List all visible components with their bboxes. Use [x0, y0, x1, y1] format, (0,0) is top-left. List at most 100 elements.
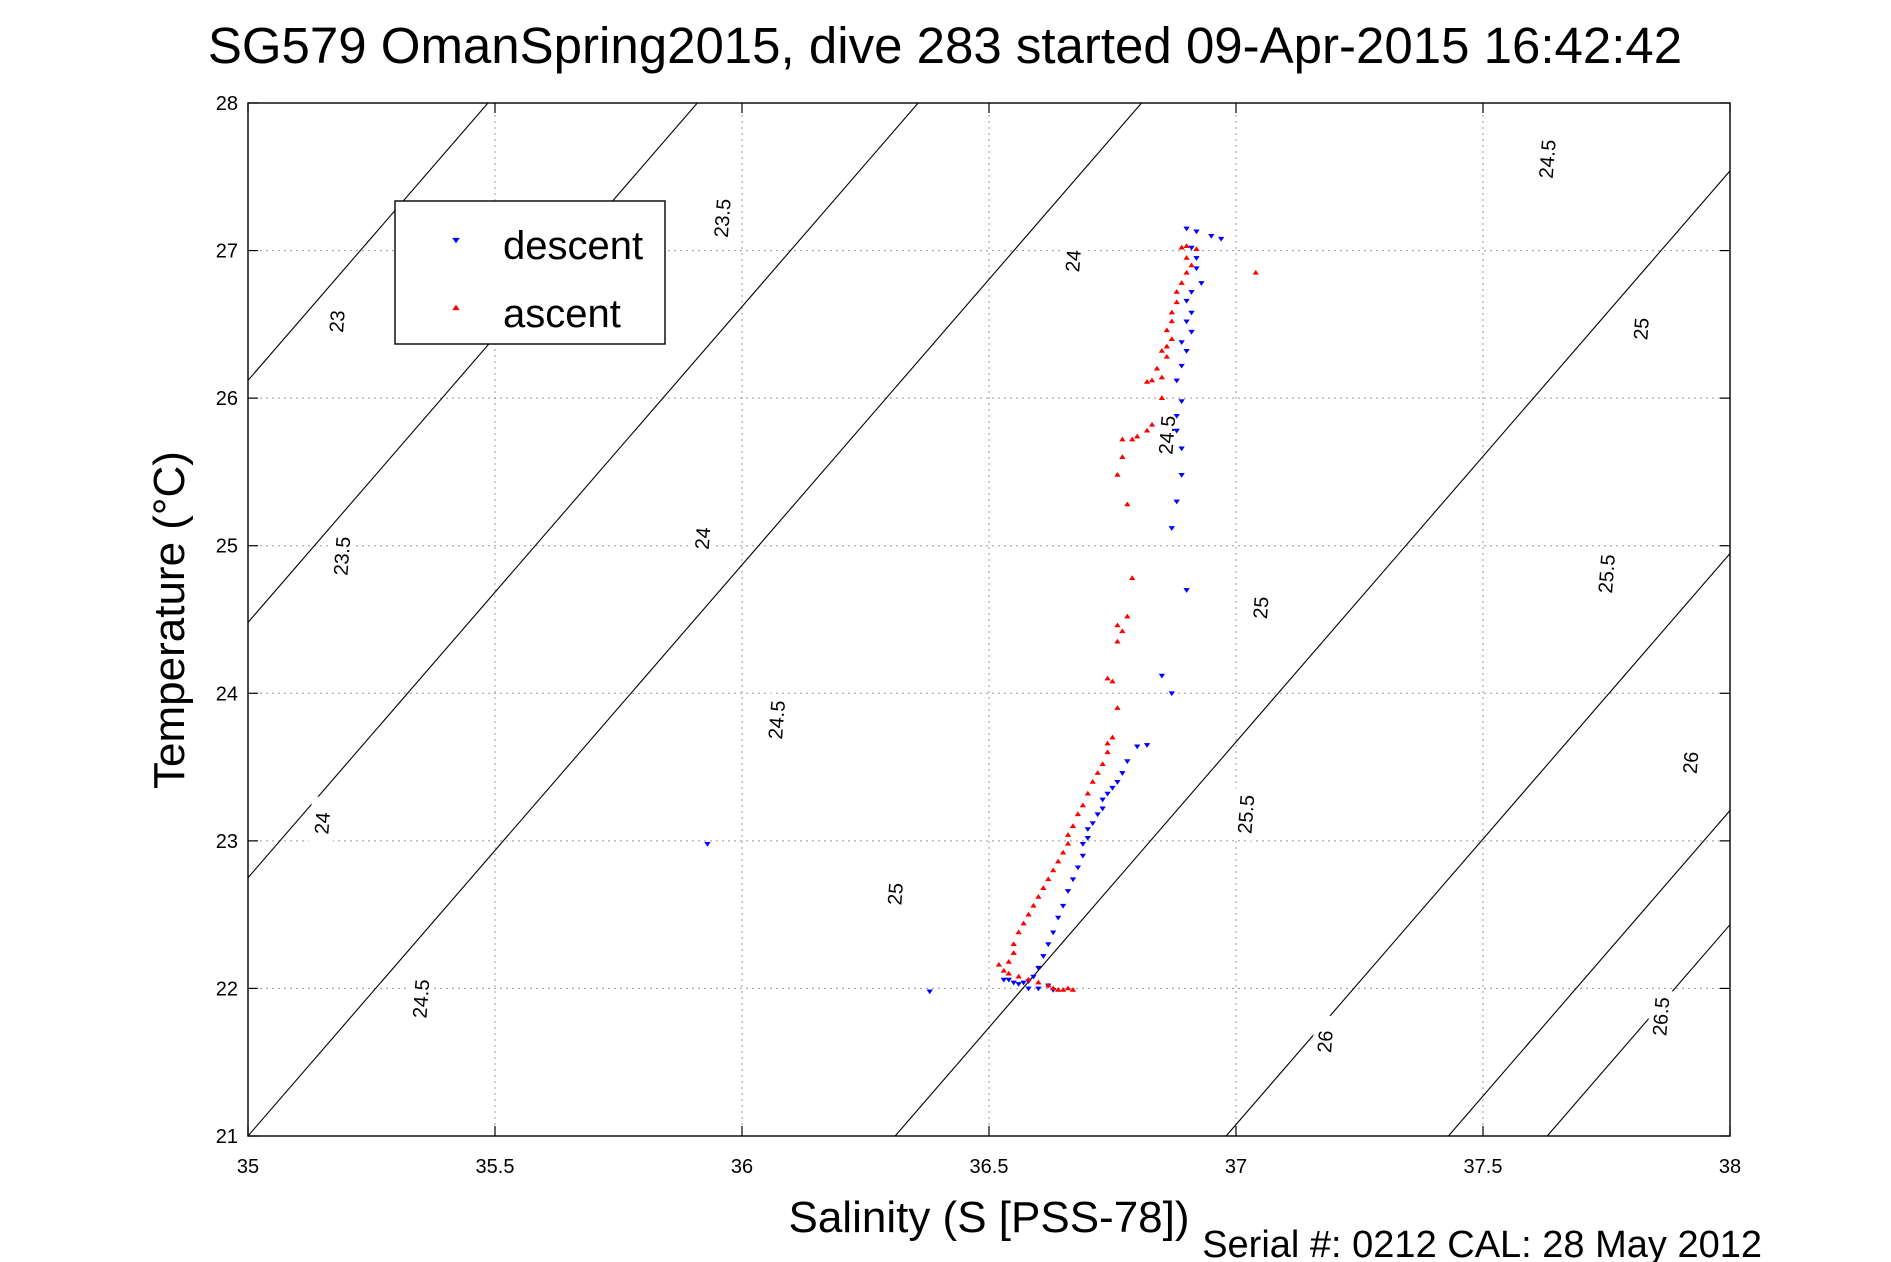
contour-label-bg — [1231, 787, 1260, 842]
descent-point — [1119, 771, 1126, 776]
descent-point — [1173, 413, 1180, 419]
ascent-point — [1143, 427, 1151, 433]
contour-label: 23.5 — [711, 198, 736, 239]
ascent-point — [1054, 987, 1062, 992]
descent-point — [1079, 853, 1087, 859]
descent-point — [1035, 986, 1042, 992]
density-contour-line — [247, 102, 1142, 1137]
descent-point — [1079, 841, 1087, 847]
ascent-point — [1193, 246, 1200, 251]
ascent-point — [995, 961, 1003, 967]
descent-point — [1188, 290, 1195, 295]
descent-point — [1010, 980, 1017, 986]
ascent-point — [1094, 770, 1101, 775]
data-points — [704, 226, 1259, 995]
ascent-point — [1104, 740, 1111, 746]
descent-point — [1178, 473, 1185, 478]
ascent-point — [1074, 811, 1082, 817]
descent-point — [704, 841, 711, 847]
serial-cal-footer: Serial #: 0212 CAL: 28 May 2012 — [1202, 1224, 1762, 1262]
ascent-point — [1158, 374, 1166, 380]
ascent-point — [1104, 749, 1111, 755]
ascent-point — [1020, 920, 1027, 926]
contour-label-bg — [308, 796, 337, 850]
contour-label: 26 — [1680, 751, 1704, 775]
contour-label: 24.5 — [1155, 415, 1180, 456]
chart-title: SG579 OmanSpring2015, dive 283 started 0… — [208, 17, 1682, 74]
descent-point — [1000, 977, 1007, 983]
ascent-point — [1143, 379, 1151, 384]
descent-point — [1035, 965, 1042, 971]
y-tick-label: 24 — [216, 683, 238, 705]
descent-point — [1173, 378, 1180, 384]
descent-point — [1015, 982, 1022, 987]
contour-label-bg — [327, 529, 356, 583]
contour-label-bg — [708, 191, 737, 245]
contour-label: 23.5 — [330, 536, 355, 577]
contour-label: 25.5 — [1595, 554, 1620, 595]
x-tick-label: 35.5 — [476, 1156, 515, 1178]
descent-point — [1193, 229, 1200, 235]
x-tick-label: 37 — [1225, 1156, 1247, 1178]
descent-point — [1045, 942, 1052, 948]
ascent-point — [1158, 395, 1166, 401]
descent-point — [1025, 986, 1032, 992]
contour-label-bg — [322, 294, 351, 349]
ascent-point — [1173, 289, 1180, 294]
descent-point — [1183, 588, 1190, 593]
descent-point — [1173, 499, 1180, 505]
descent-point — [1005, 977, 1012, 983]
legend-entry-descent: descent — [503, 224, 643, 268]
ascent-point — [1109, 678, 1116, 684]
contour-label-bg — [1310, 1014, 1339, 1069]
descent-point — [1099, 806, 1106, 812]
ascent-point — [1059, 987, 1067, 992]
contour-label-bg — [1533, 132, 1562, 186]
ascent-point — [1114, 622, 1121, 628]
ascent-point — [1163, 353, 1171, 359]
legend: descent ascent — [394, 200, 666, 345]
descent-point — [1188, 245, 1195, 251]
descent-point — [1208, 233, 1215, 239]
x-tick-label: 37.5 — [1464, 1156, 1503, 1178]
descent-point — [1040, 954, 1047, 959]
ascent-point — [1114, 471, 1121, 477]
ascent-point — [1045, 876, 1052, 882]
ascent-point — [1119, 628, 1126, 634]
contour-label-bg — [881, 867, 910, 921]
y-axis: 21 22 23 24 25 26 27 28 — [216, 93, 1730, 1148]
ascent-point — [1119, 436, 1126, 442]
ascent-point — [1124, 613, 1131, 619]
ascent-point — [1168, 318, 1175, 324]
contour-label-bg — [1592, 546, 1621, 601]
x-tick-label: 36.5 — [970, 1156, 1009, 1178]
density-contour-line — [247, 102, 919, 879]
descent-point — [1089, 821, 1096, 827]
ascent-point — [1089, 778, 1096, 784]
ascent-point — [1069, 987, 1077, 992]
descent-point — [926, 989, 933, 995]
legend-entry-ascent: ascent — [503, 292, 621, 336]
x-axis: 35 35.5 36 36.5 37 37.5 38 — [237, 103, 1741, 1178]
contour-label-bg — [1152, 408, 1181, 462]
ascent-point — [1064, 832, 1072, 837]
ascent-point — [1129, 436, 1136, 442]
descent-point — [1074, 865, 1082, 871]
ascent-point — [1168, 309, 1175, 315]
ascent-point — [1124, 501, 1131, 507]
y-tick-label: 28 — [216, 93, 238, 115]
ascent-point — [1000, 967, 1007, 973]
contour-label-bg — [1627, 301, 1656, 356]
descent-point — [1158, 673, 1166, 679]
y-tick-label: 22 — [216, 978, 238, 1000]
descent-point — [1218, 236, 1225, 242]
contour-label: 23 — [326, 310, 350, 334]
ascent-point — [1173, 299, 1180, 305]
descent-point — [1178, 340, 1185, 345]
ascent-point — [1109, 734, 1116, 740]
contour-label: 24.5 — [765, 700, 790, 741]
density-contour-line — [247, 102, 489, 381]
contour-labels: 23 23.5 24 24.5 23.5 24 24.5 25 24 24.5 25 25.5 24.5… — [308, 132, 1705, 1069]
ascent-point — [1079, 802, 1087, 808]
contour-label: 26.5 — [1649, 996, 1674, 1037]
